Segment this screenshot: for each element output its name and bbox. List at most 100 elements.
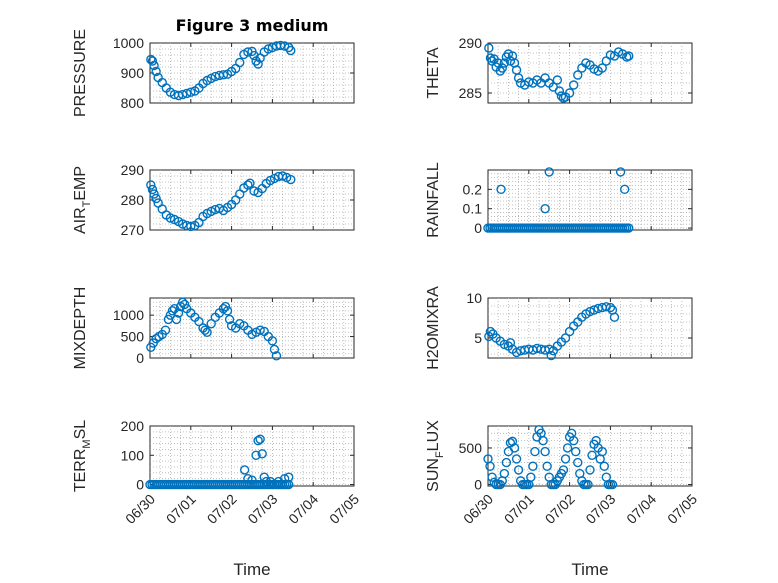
data-point xyxy=(571,446,581,457)
data-point xyxy=(277,171,288,181)
data-point xyxy=(552,75,563,85)
x-tick-label: 06/30 xyxy=(460,491,496,527)
data-point xyxy=(182,88,192,99)
data-point xyxy=(186,221,196,232)
data-point xyxy=(540,204,550,214)
data-point xyxy=(538,435,548,446)
data-points xyxy=(483,424,618,490)
x-tick-label: 07/05 xyxy=(664,491,700,527)
y-axis-label: PRESSURE xyxy=(72,29,89,117)
data-point xyxy=(499,468,510,479)
subplot-air-temp: 270 280 290 AIRTEMP xyxy=(72,162,355,238)
y-tick-label: 0 xyxy=(474,477,482,493)
data-point xyxy=(269,344,280,355)
data-point xyxy=(255,434,265,444)
x-tick-label: 07/01 xyxy=(501,491,537,527)
data-point xyxy=(568,80,579,90)
subplot-h2omixra: 5 10 H2OMIXRA xyxy=(425,286,693,370)
data-point xyxy=(247,475,257,485)
data-point xyxy=(585,465,595,475)
y-tick-label: 500 xyxy=(121,329,145,345)
data-point xyxy=(624,223,634,233)
y-tick-label: 800 xyxy=(121,95,145,111)
data-points xyxy=(484,302,620,361)
data-point xyxy=(218,70,229,80)
data-point xyxy=(573,70,583,80)
x-tick-label: 07/03 xyxy=(244,491,280,527)
x-tick-label: 07/04 xyxy=(285,491,321,527)
y-tick-label: 0.2 xyxy=(463,181,483,197)
data-point xyxy=(149,189,159,199)
data-point xyxy=(587,450,597,460)
data-point xyxy=(511,454,522,464)
data-point xyxy=(609,312,620,322)
x-axis-label: Time xyxy=(571,560,608,579)
data-point xyxy=(267,336,278,346)
data-point xyxy=(279,41,290,51)
y-tick-label: 0 xyxy=(136,477,144,493)
data-point xyxy=(560,454,571,464)
data-point xyxy=(249,50,259,61)
y-axis-label: AIRTEMP xyxy=(72,166,93,234)
data-points xyxy=(483,167,634,233)
data-point xyxy=(605,302,616,313)
data-point xyxy=(147,184,158,195)
data-point xyxy=(513,73,524,83)
data-point xyxy=(147,56,158,66)
data-point xyxy=(544,344,554,354)
data-point xyxy=(526,472,536,482)
data-point xyxy=(253,59,263,69)
data-point xyxy=(583,479,593,490)
data-point xyxy=(239,465,250,475)
data-point xyxy=(220,301,231,312)
y-tick-label: 290 xyxy=(121,162,145,178)
subplot-terr-msl: 0 100 200 06/30 07/01 07/02 07/03 07/04 07/05 TER… xyxy=(72,418,362,579)
subplot-theta: 285 290 THETA xyxy=(425,35,693,104)
data-point xyxy=(222,306,233,316)
y-tick-label: 5 xyxy=(474,330,482,346)
data-point xyxy=(284,472,294,482)
data-point xyxy=(619,184,630,195)
data-point xyxy=(177,297,188,307)
data-point xyxy=(167,306,178,316)
data-point xyxy=(597,446,607,457)
data-point xyxy=(501,457,512,468)
y-tick-label: 1000 xyxy=(113,307,144,323)
data-point xyxy=(542,461,552,471)
y-tick-label: 1000 xyxy=(113,35,144,51)
data-point xyxy=(206,319,216,329)
x-tick-label: 07/05 xyxy=(326,491,362,527)
y-axis-label: RAINFALL xyxy=(425,162,442,238)
y-tick-label: 0 xyxy=(136,350,144,366)
data-point xyxy=(605,50,616,60)
data-point xyxy=(540,446,550,457)
data-point xyxy=(511,347,522,358)
y-tick-label: 285 xyxy=(459,85,483,101)
data-point xyxy=(599,461,609,471)
data-point xyxy=(179,299,190,310)
data-point xyxy=(255,325,265,335)
data-point xyxy=(530,446,540,457)
data-point xyxy=(615,167,626,177)
data-point xyxy=(544,167,554,177)
data-point xyxy=(607,479,618,490)
subplot-pressure: 800 900 1000 PRESSURE Figure 3 medium xyxy=(72,16,355,117)
data-point xyxy=(173,308,184,318)
data-point xyxy=(177,89,188,100)
data-point xyxy=(562,443,573,453)
data-point xyxy=(165,213,176,223)
data-point xyxy=(507,436,518,447)
y-axis-label: SUNFLUX xyxy=(425,420,446,492)
y-tick-label: 900 xyxy=(121,65,145,81)
y-tick-label: 100 xyxy=(121,447,145,463)
data-point xyxy=(513,465,524,475)
subplot-mixdepth: 0 500 1000 MIXDEPTH xyxy=(72,287,355,369)
data-point xyxy=(194,316,204,327)
x-tick-label: 07/04 xyxy=(623,491,659,527)
y-axis-label: THETA xyxy=(425,47,442,99)
data-point xyxy=(251,450,261,460)
data-point xyxy=(556,91,567,101)
data-point xyxy=(286,174,296,185)
data-point xyxy=(263,44,274,54)
